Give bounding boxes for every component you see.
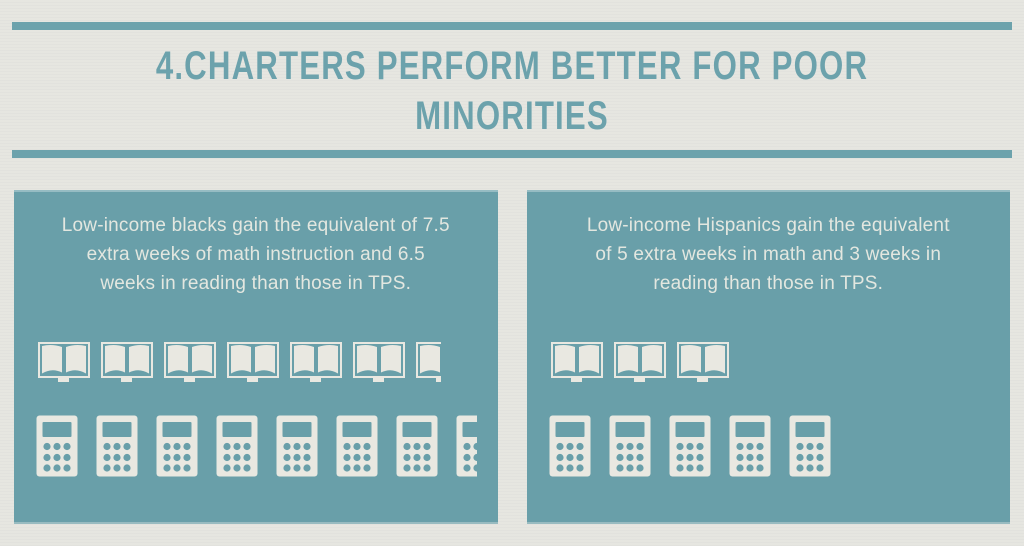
caption-line: of 5 extra weeks in math and 3 weeks in (595, 244, 942, 265)
open-book-icon (613, 342, 666, 382)
half-calculator-icon (456, 415, 477, 477)
calculator-icon (156, 415, 198, 477)
panels-container: Low-income blacks gain the equivalent of… (14, 190, 1010, 524)
open-book-icon (101, 342, 153, 382)
calculator-icon (669, 415, 710, 477)
calculator-icon (216, 415, 258, 477)
panel-low-income-blacks: Low-income blacks gain the equivalent of… (14, 190, 498, 524)
calculator-icon (789, 415, 830, 477)
calculator-icon (36, 415, 78, 477)
open-book-icon (676, 342, 729, 382)
title-divider (12, 150, 1012, 158)
calculator-icon (729, 415, 770, 477)
caption-line: Low-income Hispanics gain the equivalent (586, 215, 950, 236)
open-book-icon (353, 342, 405, 382)
page-title: 4.CHARTERS PERFORM BETTER FOR POOR MINOR… (113, 41, 912, 141)
panel-caption: Low-income Hispanics gain the equivalent… (535, 211, 1003, 298)
panel-caption: Low-income blacks gain the equivalent of… (22, 211, 490, 298)
math-weeks-pictograph (549, 415, 1011, 477)
reading-weeks-pictograph (549, 339, 1011, 385)
caption-line: extra weeks of math instruction and 6.5 (86, 244, 425, 265)
caption-line: weeks in reading than those in TPS. (100, 273, 412, 294)
page-title-line-2: MINORITIES (415, 94, 609, 138)
open-book-icon (227, 342, 279, 382)
calculator-icon (549, 415, 590, 477)
caption-line: reading than those in TPS. (653, 273, 884, 294)
caption-line: Low-income blacks gain the equivalent of… (61, 215, 450, 236)
half-open-book-icon (416, 342, 441, 382)
calculator-icon (96, 415, 138, 477)
calculator-icon (276, 415, 318, 477)
reading-weeks-pictograph (36, 339, 498, 385)
calculator-icon (336, 415, 378, 477)
top-divider (12, 22, 1012, 30)
open-book-icon (38, 342, 90, 382)
panel-low-income-hispanics: Low-income Hispanics gain the equivalent… (526, 190, 1011, 524)
open-book-icon (550, 342, 603, 382)
open-book-icon (290, 342, 342, 382)
page-title-line-1: 4.CHARTERS PERFORM BETTER FOR POOR (155, 44, 869, 88)
calculator-icon (396, 415, 438, 477)
calculator-icon (609, 415, 650, 477)
open-book-icon (164, 342, 216, 382)
math-weeks-pictograph (36, 415, 498, 477)
